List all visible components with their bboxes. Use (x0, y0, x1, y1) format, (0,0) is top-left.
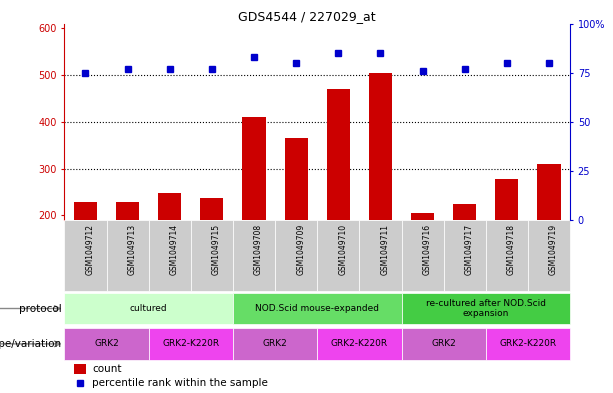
Text: GSM1049714: GSM1049714 (170, 224, 179, 275)
Bar (369, 73, 392, 220)
Bar (411, 213, 434, 220)
Bar (444, 220, 485, 291)
Text: GSM1049717: GSM1049717 (465, 224, 474, 275)
Text: count: count (92, 364, 121, 374)
Bar (528, 220, 570, 291)
Text: GSM1049715: GSM1049715 (212, 224, 221, 275)
Bar (485, 220, 528, 291)
Text: percentile rank within the sample: percentile rank within the sample (92, 378, 268, 388)
Bar (233, 292, 402, 325)
Bar (284, 138, 308, 220)
Bar (200, 198, 224, 220)
Text: re-cultured after NOD.Scid
expansion: re-cultured after NOD.Scid expansion (426, 299, 546, 318)
Bar (148, 328, 233, 360)
Bar (64, 220, 107, 291)
Bar (64, 328, 148, 360)
Bar (402, 220, 444, 291)
Text: GSM1049710: GSM1049710 (338, 224, 348, 275)
Bar (158, 193, 181, 220)
Bar (64, 292, 233, 325)
Bar (275, 220, 318, 291)
Bar (233, 328, 317, 360)
Text: GSM1049719: GSM1049719 (549, 224, 558, 275)
Text: GSM1049718: GSM1049718 (507, 224, 516, 275)
Bar (318, 328, 402, 360)
Text: GSM1049713: GSM1049713 (128, 224, 137, 275)
Bar (538, 164, 561, 220)
Text: GSM1049716: GSM1049716 (422, 224, 432, 275)
Bar (453, 204, 476, 220)
Bar (116, 202, 139, 220)
Bar (74, 202, 97, 220)
Text: NOD.Scid mouse-expanded: NOD.Scid mouse-expanded (255, 304, 379, 313)
Bar (327, 89, 350, 220)
Bar (495, 179, 519, 220)
Bar (359, 220, 402, 291)
Bar (485, 328, 570, 360)
Text: GRK2: GRK2 (432, 340, 456, 348)
Text: protocol: protocol (18, 303, 61, 314)
Bar (242, 117, 265, 220)
Bar (233, 220, 275, 291)
Bar (191, 220, 233, 291)
Text: GSM1049711: GSM1049711 (381, 224, 389, 275)
Text: GDS4544 / 227029_at: GDS4544 / 227029_at (238, 10, 375, 23)
Bar (74, 364, 86, 374)
Text: GSM1049712: GSM1049712 (85, 224, 94, 275)
Text: GSM1049709: GSM1049709 (296, 224, 305, 275)
Text: GRK2-K220R: GRK2-K220R (162, 340, 219, 348)
Text: GRK2: GRK2 (94, 340, 119, 348)
Bar (148, 220, 191, 291)
Bar (402, 328, 485, 360)
Bar (402, 292, 570, 325)
Bar (318, 220, 359, 291)
Text: GRK2-K220R: GRK2-K220R (500, 340, 557, 348)
Text: GRK2-K220R: GRK2-K220R (331, 340, 388, 348)
Bar (107, 220, 148, 291)
Text: genotype/variation: genotype/variation (0, 339, 61, 349)
Text: GSM1049708: GSM1049708 (254, 224, 263, 275)
Text: cultured: cultured (130, 304, 167, 313)
Text: GRK2: GRK2 (263, 340, 287, 348)
